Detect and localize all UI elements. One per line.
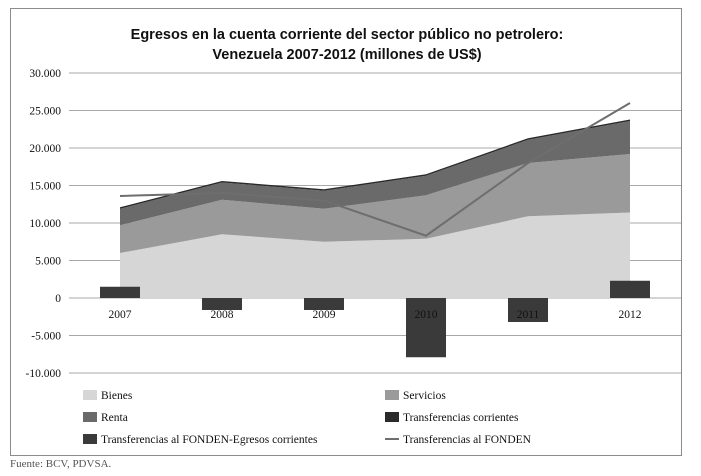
legend-label: Renta	[101, 412, 128, 424]
x-tick-label: 2010	[415, 309, 438, 321]
legend-swatch	[385, 412, 399, 422]
area-servicios	[120, 154, 630, 253]
x-tick-label: 2012	[619, 309, 642, 321]
y-tick-label: -5.000	[31, 331, 61, 343]
stacked-areas	[120, 119, 630, 298]
y-tick-label: -10.000	[26, 368, 62, 380]
legend-label: Transferencias corrientes	[403, 412, 519, 424]
area-bienes	[120, 212, 630, 298]
legend: Bienes Servicios Renta Transferencias corri…	[83, 390, 532, 446]
bar-fonden-egresos	[202, 298, 242, 310]
y-tick-label: 30.000	[29, 68, 61, 80]
bar-fonden-egresos	[610, 280, 650, 298]
legend-item: Renta	[83, 412, 128, 424]
x-tick-label: 2008	[211, 309, 234, 321]
legend-item: Bienes	[83, 390, 133, 402]
chart-svg: Egresos en la cuenta corriente del secto…	[26, 27, 681, 446]
y-tick-label: 15.000	[29, 181, 61, 193]
y-tick-label: 0	[55, 293, 61, 305]
bar-fonden-egresos	[406, 298, 446, 358]
line-transferencias-fonden	[119, 102, 631, 237]
x-tick-label: 2009	[313, 309, 336, 321]
legend-label: Transferencias al FONDEN	[403, 434, 532, 446]
legend-label: Transferencias al FONDEN-Egresos corrien…	[101, 434, 318, 446]
chart-title-line1: Egresos en la cuenta corriente del secto…	[131, 27, 564, 43]
legend-item: Transferencias corrientes	[385, 412, 519, 424]
y-tick-label: 10.000	[29, 218, 61, 230]
y-axis-ticks: 30.000 25.000 20.000 15.000 10.000 5.000 0 -5.0…	[26, 68, 62, 380]
bar-fonden-egresos	[508, 298, 548, 322]
legend-item: Transferencias al FONDEN-Egresos corrien…	[83, 434, 318, 446]
legend-item: Servicios	[385, 390, 446, 402]
bar-series	[100, 280, 650, 358]
legend-swatch	[385, 390, 399, 400]
y-tick-label: 20.000	[29, 143, 61, 155]
bar-fonden-egresos	[304, 298, 344, 310]
legend-swatch	[83, 434, 97, 444]
line-series	[119, 102, 631, 237]
x-axis-ticks: 2007 2008 2009 2010 2011 2012	[109, 309, 642, 321]
x-tick-label: 2007	[109, 309, 132, 321]
area-renta	[120, 121, 630, 226]
chart-frame: Egresos en la cuenta corriente del secto…	[10, 8, 682, 456]
legend-label: Bienes	[101, 390, 133, 402]
source-note: Fuente: BCV, PDVSA.	[10, 458, 112, 470]
y-tick-label: 5.000	[35, 256, 61, 268]
legend-label: Servicios	[403, 390, 446, 402]
x-tick-label: 2011	[517, 309, 540, 321]
y-tick-label: 25.000	[29, 106, 61, 118]
legend-swatch	[83, 412, 97, 422]
bar-fonden-egresos	[100, 286, 140, 298]
chart-title-line2: Venezuela 2007-2012 (millones de US$)	[212, 47, 481, 63]
legend-item: Transferencias al FONDEN	[385, 434, 532, 446]
legend-swatch	[83, 390, 97, 400]
